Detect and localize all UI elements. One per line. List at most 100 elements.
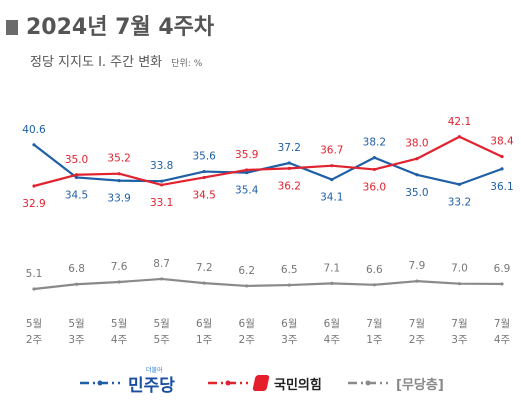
independent-point: [160, 277, 164, 281]
x-tick-label: 7월: [494, 318, 510, 330]
democratic-label: 민주당: [128, 375, 175, 396]
independent-data-label: 7.6: [111, 261, 128, 273]
ppp-label: 국민의힘: [274, 377, 322, 393]
x-tick-label: 2주: [26, 334, 43, 346]
x-tick-label: 3주: [281, 334, 298, 346]
ppp-data-label: 38.4: [490, 136, 514, 148]
x-tick-label: 7월: [366, 318, 382, 330]
democratic-legend-line: [80, 380, 120, 386]
independent-data-label: 5.1: [26, 268, 43, 280]
independent-data-label: 6.5: [281, 264, 298, 276]
ppp-point: [330, 164, 334, 168]
democratic-point: [415, 173, 419, 177]
independent-data-label: 7.9: [409, 260, 426, 272]
ppp-point: [160, 183, 164, 187]
x-tick-label: 4주: [111, 334, 128, 346]
x-tick-label: 4주: [494, 334, 511, 346]
ppp-data-label: 38.0: [405, 138, 428, 150]
democratic-data-label: 37.2: [278, 142, 301, 154]
ppp-data-label: 36.0: [363, 181, 386, 193]
x-tick-label: 6월: [239, 318, 255, 330]
ppp-data-label: 32.9: [22, 198, 45, 210]
page-title: 2024년 7월 4주차: [26, 15, 215, 40]
ppp-point: [287, 166, 291, 170]
ppp-data-label: 36.7: [320, 145, 343, 157]
x-tick-label: 3주: [68, 334, 85, 346]
x-tick-label: 5월: [153, 318, 169, 330]
democratic-point: [32, 143, 36, 147]
ppp-point: [245, 168, 249, 172]
independent-point: [32, 287, 36, 291]
independent-data-label: 6.6: [366, 264, 383, 276]
independent-point: [415, 279, 419, 283]
x-tick-label: 7월: [451, 318, 467, 330]
democratic-data-label: 35.6: [192, 151, 216, 163]
democratic-data-label: 38.2: [363, 137, 386, 149]
independent-point: [372, 283, 376, 287]
independent-series-line: [33, 277, 503, 291]
independent-point: [330, 281, 334, 285]
democratic-data-label: 33.8: [150, 160, 173, 172]
ppp-legend-line: [208, 380, 248, 386]
ppp-point: [500, 154, 504, 159]
x-tick-label: 5월: [26, 318, 42, 330]
x-tick-label: 6월: [281, 318, 297, 330]
legend-item-independent: [무당층]: [346, 368, 444, 398]
democratic-point: [372, 156, 376, 160]
democratic-data-label: 35.0: [405, 187, 428, 199]
independent-label: [무당층]: [396, 377, 444, 393]
x-tick-label: 5월: [111, 318, 127, 330]
independent-data-label: 6.8: [68, 263, 85, 275]
democratic-point: [245, 171, 249, 175]
legend-item-ppp: 국민의힘: [206, 368, 322, 398]
independent-point: [74, 282, 79, 286]
democratic-point: [457, 182, 462, 186]
x-tick-label: 6월: [196, 318, 212, 330]
independent-data-label: 7.1: [323, 262, 340, 274]
x-tick-label: 2주: [409, 334, 426, 346]
ppp-series-line: [33, 135, 503, 188]
democratic-data-label: 33.2: [448, 196, 471, 208]
x-tick-label: 6월: [324, 318, 340, 330]
x-tick-label: 4주: [324, 334, 341, 346]
democratic-series-line: [33, 143, 503, 186]
ppp-point: [457, 135, 462, 139]
x-tick-label: 1주: [196, 334, 213, 346]
ppp-data-label: 42.1: [448, 116, 471, 128]
ppp-data-label: 35.2: [107, 153, 130, 165]
chart-subtitle: 정당 지지도 Ⅰ. 주간 변화: [30, 55, 163, 70]
independent-point: [287, 283, 291, 287]
x-tick-label: 5월: [68, 318, 84, 330]
title-marker: [6, 20, 18, 35]
democratic-point: [160, 179, 164, 183]
democratic-logo: 더불어 민주당: [128, 367, 175, 396]
independent-point: [245, 284, 249, 288]
ppp-point: [32, 184, 36, 188]
independent-data-label: 6.2: [238, 265, 255, 277]
democratic-data-label: 35.4: [235, 185, 259, 197]
democratic-point: [202, 169, 206, 174]
democratic-point: [117, 179, 121, 183]
x-tick-label: 1주: [366, 334, 383, 346]
independent-point: [202, 281, 206, 285]
subtitle-row: 정당 지지도 Ⅰ. 주간 변화 단위: %: [30, 51, 202, 70]
democratic-logo-small: 더불어: [146, 366, 163, 374]
democratic-data-label: 33.9: [107, 193, 130, 205]
independent-data-label: 7.0: [451, 263, 468, 275]
ppp-data-label: 35.0: [65, 154, 88, 166]
ppp-data-label: 33.1: [150, 197, 173, 209]
ppp-data-label: 36.2: [278, 180, 301, 192]
ppp-point: [372, 167, 376, 172]
democratic-data-label: 34.5: [65, 189, 88, 201]
x-tick-label: 5주: [153, 334, 170, 346]
independent-data-label: 7.2: [196, 262, 213, 274]
independent-point: [500, 282, 504, 286]
ppp-data-label: 34.5: [192, 189, 215, 201]
democratic-point: [74, 175, 79, 180]
x-tick-label: 2주: [239, 334, 256, 346]
unit-note: 단위: %: [171, 59, 203, 69]
ppp-point: [202, 175, 206, 180]
democratic-point: [500, 167, 504, 171]
x-tick-label: 3주: [451, 334, 468, 346]
